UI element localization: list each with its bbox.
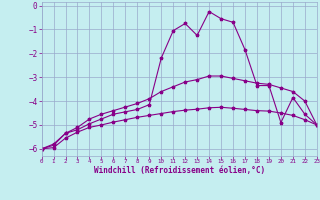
X-axis label: Windchill (Refroidissement éolien,°C): Windchill (Refroidissement éolien,°C): [94, 166, 265, 175]
